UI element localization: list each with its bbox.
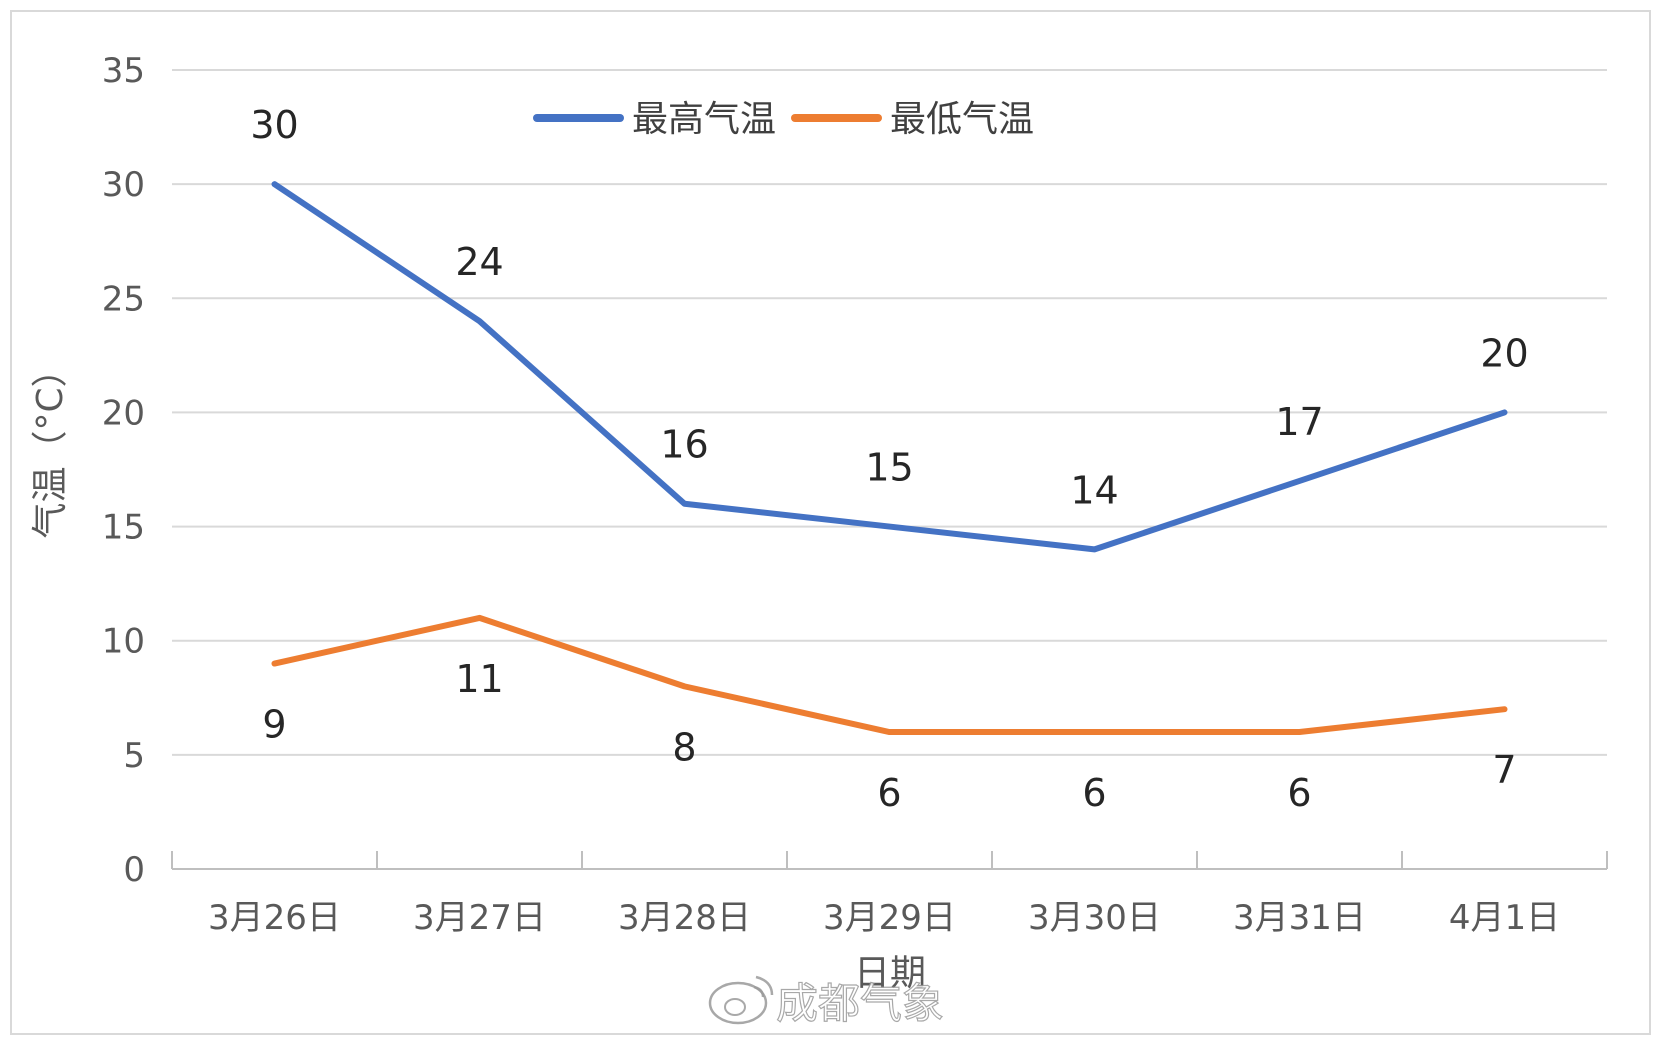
data-label-min: 7 (1492, 748, 1516, 792)
y-tick-label: 0 (123, 850, 145, 890)
watermark: 成都气象 (708, 975, 945, 1029)
x-axis-ticks: 3月26日 3月27日 3月28日 3月29日 3月30日 3月31日 4月1日 (208, 898, 1560, 938)
x-tick-label: 3月31日 (1233, 898, 1366, 938)
x-tick-label: 3月30日 (1028, 898, 1161, 938)
legend: 最高气温 最低气温 (533, 99, 1034, 140)
legend-label-max: 最高气温 (632, 99, 776, 140)
data-label-min: 11 (455, 657, 503, 701)
data-label-max: 17 (1275, 400, 1323, 444)
data-label-min: 6 (1082, 771, 1106, 815)
data-label-max: 20 (1480, 331, 1528, 375)
data-label-max: 24 (455, 240, 503, 284)
x-tick-label: 3月29日 (823, 898, 956, 938)
data-label-max: 30 (250, 103, 298, 147)
series-line-min (271, 614, 1508, 736)
y-tick-label: 10 (102, 622, 145, 662)
watermark-text: 成都气象 (776, 979, 944, 1028)
y-tick-label: 15 (102, 508, 145, 548)
x-tick-label: 3月28日 (618, 898, 751, 938)
data-label-max: 16 (660, 423, 708, 467)
y-tick-label: 20 (102, 393, 145, 433)
y-tick-label: 35 (102, 51, 145, 91)
y-tick-label: 5 (123, 736, 145, 776)
legend-label-min: 最低气温 (890, 99, 1034, 140)
gridlines (172, 69, 1607, 756)
data-labels: 30 24 16 15 14 17 20 9 11 8 6 6 6 7 (250, 103, 1528, 815)
data-label-max: 14 (1070, 468, 1118, 512)
x-tick-label: 4月1日 (1449, 898, 1560, 938)
x-tick-label: 3月27日 (413, 898, 546, 938)
data-label-min: 6 (1287, 771, 1311, 815)
data-label-min: 9 (262, 703, 286, 747)
x-tick-label: 3月26日 (208, 898, 341, 938)
weibo-icon (708, 975, 774, 1025)
data-label-max: 15 (865, 446, 913, 490)
series-line-max (271, 181, 1508, 553)
y-tick-label: 25 (102, 279, 145, 319)
data-label-min: 8 (672, 725, 696, 769)
data-label-min: 6 (877, 771, 901, 815)
y-tick-label: 30 (102, 165, 145, 205)
x-axis (171, 851, 1608, 870)
y-axis-title: 气温（°C） (30, 351, 71, 538)
y-axis-ticks: 0 5 10 15 20 25 30 35 (102, 51, 145, 890)
series-lines (271, 181, 1508, 736)
x-axis-title: 日期 (854, 953, 926, 994)
